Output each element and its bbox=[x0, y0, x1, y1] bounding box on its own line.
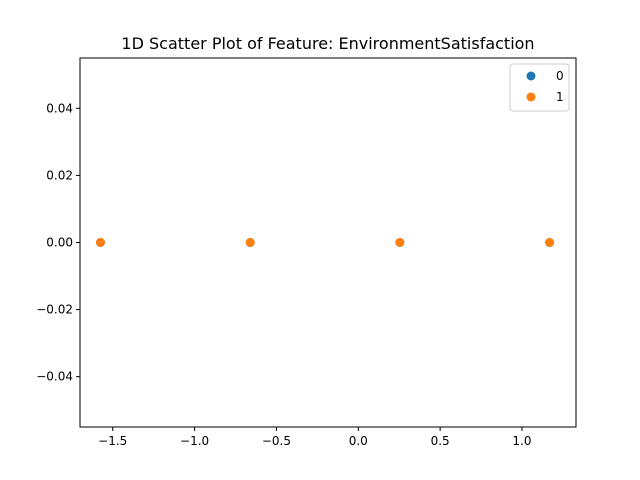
data-point-series-1-0 bbox=[95, 238, 105, 247]
y-tick-label: 0.00 bbox=[46, 236, 73, 250]
x-axis-ticks: −1.5 −1.0 −0.5 0.0 0.5 1.0 bbox=[98, 427, 532, 448]
data-points bbox=[95, 238, 555, 247]
data-point-series-1-3 bbox=[545, 238, 555, 247]
data-point-series-1-1 bbox=[245, 238, 255, 247]
legend-box bbox=[509, 63, 570, 112]
y-tick-label: −0.02 bbox=[36, 303, 73, 317]
x-tick-label: 0.0 bbox=[349, 434, 368, 448]
legend-label-0: 0 bbox=[556, 69, 564, 83]
y-axis-ticks: −0.04 −0.02 0.00 0.02 0.04 bbox=[36, 101, 80, 384]
y-tick-label: 0.04 bbox=[46, 101, 73, 115]
legend-marker-0 bbox=[526, 71, 536, 81]
y-tick-label: 0.02 bbox=[46, 168, 73, 182]
data-point-series-1-2 bbox=[395, 238, 405, 247]
y-tick-label: −0.04 bbox=[36, 370, 73, 384]
x-tick-label: 1.0 bbox=[512, 434, 531, 448]
chart-title: 1D Scatter Plot of Feature: EnvironmentS… bbox=[121, 34, 534, 53]
x-tick-label: −1.0 bbox=[180, 434, 209, 448]
x-tick-label: 0.5 bbox=[431, 434, 450, 448]
plot-frame bbox=[79, 57, 577, 428]
x-tick-label: −0.5 bbox=[262, 434, 291, 448]
legend-label-1: 1 bbox=[556, 90, 564, 104]
legend-marker-1 bbox=[526, 92, 536, 102]
legend: 01 bbox=[509, 63, 570, 112]
x-tick-label: −1.5 bbox=[98, 434, 127, 448]
